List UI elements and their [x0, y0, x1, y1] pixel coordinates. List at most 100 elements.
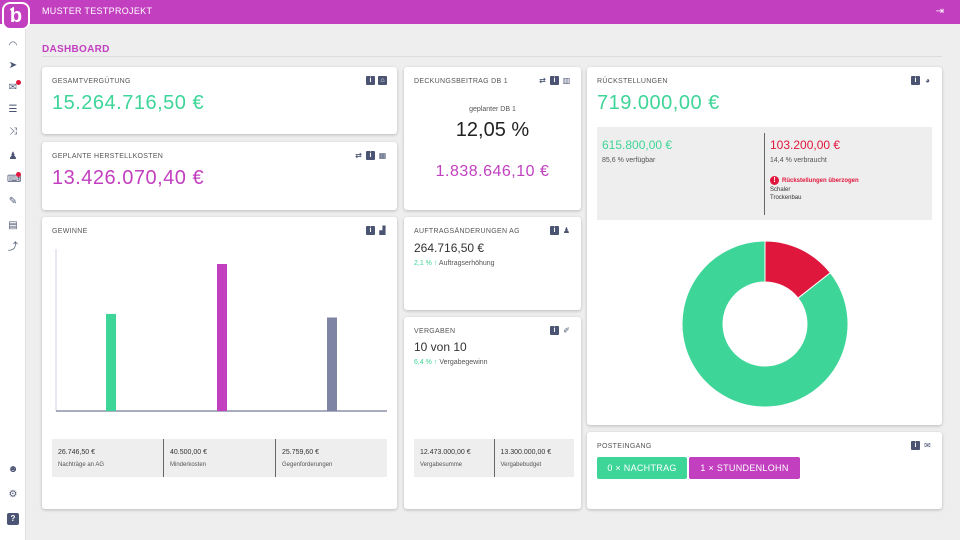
trend-text: Vergabegewinn [439, 359, 488, 366]
stat-label: Minderkosten [170, 462, 207, 468]
pencil-icon: ✎ [8, 196, 18, 207]
rueck-value: 719.000,00 € [597, 92, 720, 114]
gavel-icon[interactable]: ✐ [563, 326, 570, 335]
info-icon[interactable]: i [366, 76, 375, 85]
card-tools: i ♟ [550, 226, 571, 235]
boxes-icon[interactable]: ▦ [378, 151, 387, 160]
info-icon[interactable]: i [550, 326, 559, 335]
stat-value: 26.746,50 € [58, 449, 95, 456]
info-icon[interactable]: i [911, 441, 920, 450]
bank-icon[interactable]: ⌂ [378, 76, 387, 85]
notification-dot [16, 172, 21, 177]
db-percent: 12,05 % [455, 119, 530, 141]
envelope-icon[interactable]: ✉ [924, 441, 931, 450]
nachtrag-button[interactable]: 0 × NACHTRAG [597, 457, 687, 479]
card-tools: i ⌂ [366, 76, 387, 85]
sidebar-item-cart[interactable]: ⌨ [7, 172, 22, 186]
warning-item: Schaler [770, 187, 791, 193]
sidebar-item-badge[interactable]: ▤ [7, 220, 19, 232]
available-value: 615.800,00 € [602, 138, 673, 152]
sidebar-item-settings[interactable]: ⚙ [7, 489, 19, 501]
card-auftragsaenderungen: AUFTRAGSÄNDERUNGEN AG i ♟ 264.716,50 € 2… [404, 217, 581, 310]
mail-icon: ✉ [8, 82, 18, 93]
donut-slice-verfügbar[interactable] [681, 240, 849, 408]
info-icon[interactable]: i [366, 226, 375, 235]
sidebar-item-list[interactable]: ☰ [7, 104, 19, 116]
available-label: 85,6 % verfügbar [602, 157, 656, 164]
card-tools: i ▟ [366, 226, 387, 235]
user-icon: ♟ [8, 151, 18, 162]
sidebar-item-dashboard[interactable]: ◠ [7, 40, 19, 52]
stundenlohn-button[interactable]: 1 × STUNDENLOHN [689, 457, 800, 479]
rueck-summary: 615.800,00 € 85,6 % verfügbar 103.200,00… [597, 127, 932, 220]
sidebar-item-user[interactable]: ♟ [7, 151, 19, 163]
warning-icon: ! [770, 176, 779, 185]
rueck-donut-chart [681, 240, 849, 408]
sidebar-item-mail[interactable]: ✉ [7, 80, 21, 94]
logout-icon[interactable]: ⇥ [935, 6, 944, 17]
used-value: 103.200,00 € [770, 138, 841, 152]
card-label: DECKUNGSBEITRAG DB 1 [414, 78, 508, 85]
stat-minderkosten: 40.500,00 € Minderkosten [163, 439, 275, 477]
send-icon: ➤ [8, 60, 18, 71]
summary-divider [764, 133, 765, 215]
bar-chart-icon[interactable]: ▟ [379, 226, 386, 235]
card-herstellkosten: GEPLANTE HERSTELLKOSTEN ⇄ i ▦ 13.426.070… [42, 142, 397, 210]
info-icon[interactable]: i [911, 76, 920, 85]
card-vergaben: VERGABEN i ✐ 10 von 10 6,4 % ↑ Vergabege… [404, 317, 581, 509]
sidebar-item-edit[interactable]: ✎ [7, 196, 19, 208]
warning-text: Rückstellungen überzogen [782, 177, 859, 184]
pie-chart-icon[interactable]: ◕ [925, 76, 930, 85]
card-tools: i ✉ [911, 441, 932, 450]
stat-label: Nachträge an AG [58, 462, 105, 468]
help-icon: ? [10, 514, 16, 523]
sidebar-item-users[interactable]: ☻ [7, 464, 19, 476]
card-tools: i ✐ [550, 326, 571, 335]
arrow-up-icon: ↑ [433, 260, 438, 267]
vergaben-trend: 6,4 % ↑ Vergabegewinn [414, 359, 488, 366]
hk-value: 13.426.070,40 € [52, 167, 205, 189]
page-title: DASHBOARD [42, 44, 110, 55]
bar-nachträge-an-ag[interactable] [106, 313, 116, 411]
exchange-icon[interactable]: ⇄ [539, 76, 546, 85]
user-tie-icon[interactable]: ♟ [562, 226, 571, 235]
card-label: GEPLANTE HERSTELLKOSTEN [52, 153, 164, 160]
warning: ! Rückstellungen überzogen [770, 176, 859, 185]
stat-label: Vergabebudget [500, 462, 542, 468]
app-logo[interactable]: ƅ [2, 2, 30, 30]
bar-minderkosten[interactable] [217, 264, 227, 411]
info-icon[interactable]: i [550, 226, 559, 235]
top-bar: MUSTER TESTPROJEKT ⇥ [0, 0, 960, 24]
stat-vergabesumme: 12.473.000,00 € Vergabesumme [414, 439, 494, 477]
stat-gegenforderungen: 25.759,60 € Gegenforderungen [275, 439, 387, 477]
gewinne-stats: 26.746,50 € Nachträge an AG 40.500,00 € … [52, 439, 387, 477]
vergaben-stats: 12.473.000,00 € Vergabesumme 13.300.000,… [414, 439, 574, 477]
vergaben-value: 10 von 10 [414, 340, 467, 354]
donut-slice-verbraucht[interactable] [764, 240, 831, 299]
bar-chart-icon[interactable]: ▥ [562, 76, 571, 85]
auftrag-trend: 2,1 % ↑ Auftragserhöhung [414, 260, 495, 267]
stat-nachtraege: 26.746,50 € Nachträge an AG [52, 439, 163, 477]
card-tools: ⇄ i ▦ [354, 151, 387, 160]
stat-label: Vergabesumme [420, 462, 463, 468]
card-tools: ⇄ i ▥ [538, 76, 571, 85]
gauge-icon: ◠ [8, 40, 18, 51]
db-value: 1.838.646,10 € [435, 163, 550, 180]
card-deckungsbeitrag: DECKUNGSBEITRAG DB 1 ⇄ i ▥ geplanter DB … [404, 67, 581, 210]
stat-label: Gegenforderungen [282, 462, 333, 468]
trend-percent: 6,4 % [414, 359, 432, 366]
bar-gegenforderungen[interactable] [327, 317, 337, 411]
sidebar-item-send[interactable]: ➤ [7, 60, 19, 72]
info-icon[interactable]: i [550, 76, 559, 85]
divider [42, 56, 942, 57]
used-label: 14,4 % verbraucht [770, 157, 827, 164]
sidebar-item-help[interactable]: ? [7, 513, 19, 525]
settings-icon: ⚙ [8, 489, 18, 500]
gesamt-value: 15.264.716,50 € [52, 92, 205, 114]
sidebar-item-shuffle[interactable]: ⤨ [7, 126, 19, 138]
sidebar-item-reports[interactable]: ⤴ [7, 242, 19, 254]
info-icon[interactable]: i [366, 151, 375, 160]
cart-icon: ⌨ [7, 174, 22, 185]
stat-value: 25.759,60 € [282, 449, 319, 456]
exchange-icon[interactable]: ⇄ [355, 151, 362, 160]
